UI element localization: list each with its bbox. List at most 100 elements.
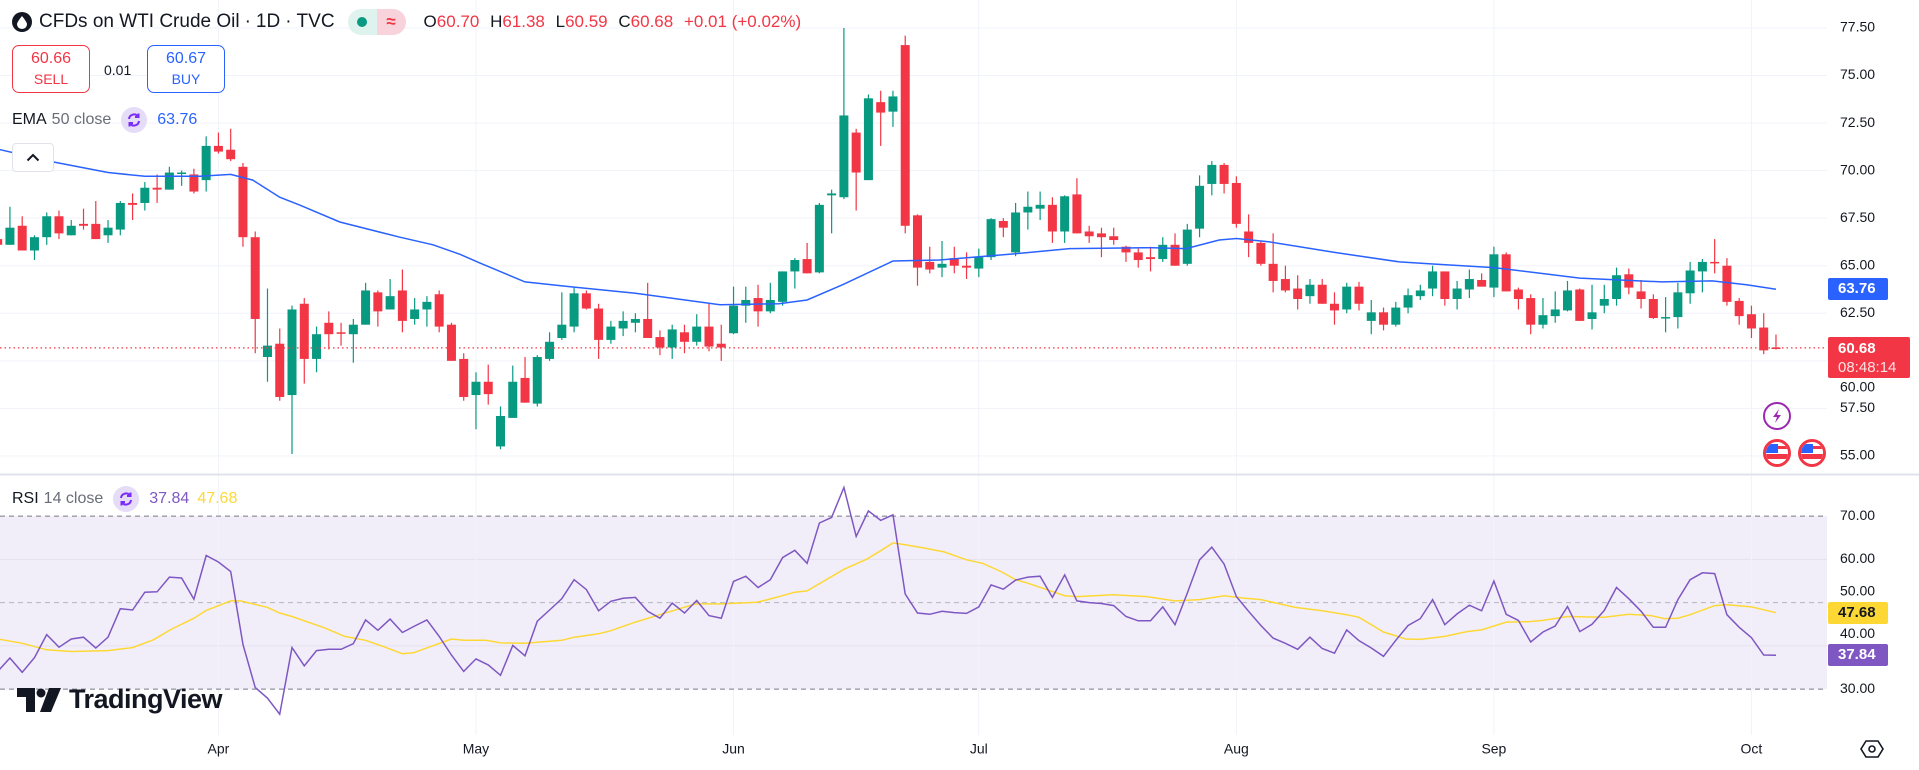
candle[interactable] (1133, 248, 1143, 268)
ema-legend[interactable]: EMA 50 close 63.76 (12, 107, 197, 133)
candle[interactable] (1219, 163, 1229, 194)
us-flag-event-icon[interactable] (1798, 439, 1826, 467)
candle[interactable] (912, 214, 922, 286)
candle[interactable] (594, 303, 604, 359)
candle[interactable] (5, 206, 15, 245)
candle[interactable] (1673, 282, 1683, 329)
candle[interactable] (1195, 175, 1205, 238)
market-status[interactable]: ≈ (347, 9, 406, 35)
candle[interactable] (1047, 197, 1057, 243)
candle[interactable] (790, 258, 800, 289)
candle[interactable] (581, 290, 591, 310)
candle[interactable] (1489, 246, 1499, 298)
candle[interactable] (839, 27, 849, 200)
buy-button[interactable]: 60.67 BUY (147, 45, 225, 93)
candle[interactable] (1759, 313, 1769, 355)
candle[interactable] (312, 326, 322, 373)
chart-settings-button[interactable] (1860, 739, 1884, 764)
candle[interactable] (164, 166, 174, 190)
candle[interactable] (1697, 259, 1707, 293)
candle[interactable] (1072, 178, 1082, 234)
candle[interactable] (1403, 288, 1413, 314)
tradingview-logo[interactable]: TradingView (17, 684, 223, 715)
candle[interactable] (1354, 281, 1364, 311)
candle[interactable] (1624, 268, 1634, 295)
candle[interactable] (1182, 223, 1192, 266)
refresh-icon[interactable] (121, 107, 148, 133)
candle[interactable] (643, 282, 653, 339)
candle[interactable] (1317, 279, 1327, 304)
candle[interactable] (385, 279, 395, 310)
candle[interactable] (1096, 227, 1106, 258)
candle[interactable] (1035, 191, 1045, 221)
candle[interactable] (1636, 279, 1646, 309)
candle[interactable] (778, 271, 788, 306)
candle[interactable] (446, 322, 456, 361)
candle[interactable] (1023, 191, 1033, 230)
candle[interactable] (1256, 240, 1266, 266)
candle[interactable] (606, 320, 616, 344)
candle[interactable] (115, 201, 125, 236)
candle[interactable] (1501, 252, 1511, 292)
candle[interactable] (667, 324, 677, 359)
candle[interactable] (250, 231, 260, 354)
candle[interactable] (410, 298, 420, 325)
candle[interactable] (986, 218, 996, 261)
candle[interactable] (238, 163, 248, 247)
candle[interactable] (1452, 280, 1462, 310)
candle[interactable] (1084, 225, 1094, 243)
candle[interactable] (189, 168, 199, 194)
candle[interactable] (1060, 195, 1070, 243)
candle[interactable] (1562, 280, 1572, 312)
candle[interactable] (1293, 275, 1303, 310)
candle[interactable] (42, 212, 52, 245)
candle[interactable] (1599, 284, 1609, 314)
symbol-title[interactable]: CFDs on WTI Crude Oil · 1D · TVC (39, 11, 340, 33)
candle[interactable] (0, 237, 3, 247)
candle[interactable] (545, 332, 555, 361)
rsi-legend[interactable]: RSI 14 close 37.84 47.68 (12, 486, 237, 512)
candle[interactable] (201, 136, 211, 192)
candle[interactable] (1710, 239, 1720, 274)
candle[interactable] (1587, 284, 1597, 330)
candle[interactable] (1231, 176, 1241, 228)
candle[interactable] (1526, 294, 1536, 335)
candle[interactable] (1661, 297, 1671, 333)
candle[interactable] (1685, 261, 1695, 304)
candle[interactable] (1158, 237, 1168, 262)
candle[interactable] (532, 355, 542, 407)
candle[interactable] (1538, 298, 1548, 329)
candle[interactable] (1477, 273, 1487, 287)
candle[interactable] (1280, 265, 1290, 293)
candle[interactable] (66, 220, 76, 236)
candle[interactable] (1440, 271, 1450, 306)
candle[interactable] (459, 353, 469, 401)
candle[interactable] (287, 305, 297, 455)
candle[interactable] (1746, 305, 1756, 339)
candle[interactable] (226, 128, 236, 162)
candle[interactable] (729, 286, 739, 335)
candle[interactable] (1109, 227, 1119, 245)
candle[interactable] (949, 246, 959, 274)
candle[interactable] (29, 235, 39, 261)
candle[interactable] (692, 314, 702, 346)
candle[interactable] (483, 364, 493, 405)
candle[interactable] (704, 303, 714, 352)
candle[interactable] (974, 248, 984, 278)
candle[interactable] (802, 242, 812, 274)
candle[interactable] (1550, 291, 1560, 323)
candle[interactable] (827, 189, 837, 234)
candle[interactable] (876, 90, 886, 146)
candle[interactable] (79, 208, 89, 230)
candle[interactable] (1170, 233, 1180, 266)
candle[interactable] (373, 290, 383, 327)
candle[interactable] (1415, 284, 1425, 300)
candle[interactable] (655, 330, 665, 356)
candle[interactable] (324, 311, 334, 350)
candle[interactable] (753, 284, 763, 327)
candle[interactable] (1575, 288, 1585, 321)
us-flag-event-icon[interactable] (1763, 439, 1791, 467)
candle[interactable] (1513, 287, 1523, 310)
candle[interactable] (851, 128, 861, 211)
